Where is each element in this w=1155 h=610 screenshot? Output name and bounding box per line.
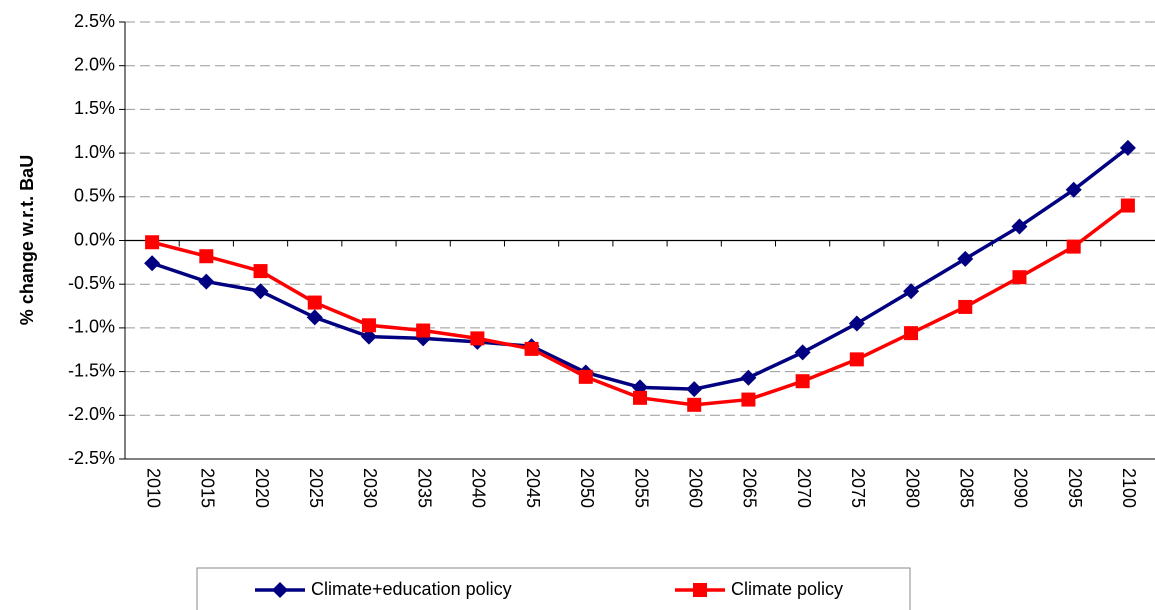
square-marker (958, 299, 973, 314)
x-tick-label: 2015 (198, 468, 218, 508)
y-tick-label: -2.0% (68, 404, 115, 424)
x-tick-label: 2045 (523, 468, 543, 508)
x-tick-label: 2100 (1119, 468, 1139, 508)
y-axis-label: % change w.r.t. BaU (17, 155, 37, 325)
square-marker (524, 341, 539, 356)
x-tick-label: 2070 (794, 468, 814, 508)
x-tick-label: 2055 (631, 468, 651, 508)
legend-box (196, 567, 911, 610)
y-tick-label: -1.0% (68, 317, 115, 337)
y-tick-label: -2.5% (68, 448, 115, 468)
x-tick-label: 2050 (577, 468, 597, 508)
diamond-marker (252, 283, 269, 300)
x-tick-label: 2095 (1065, 468, 1085, 508)
legend-label: Climate policy (731, 579, 843, 599)
square-marker (795, 374, 810, 389)
x-tick-label: 2010 (143, 468, 163, 508)
diamond-marker (198, 273, 215, 290)
x-tick-label: 2040 (469, 468, 489, 508)
square-marker (904, 326, 919, 341)
x-tick-label: 2025 (306, 468, 326, 508)
diamond-marker (1119, 139, 1136, 156)
y-tick-label: 0.5% (74, 186, 115, 206)
x-tick-label: 2030 (360, 468, 380, 508)
y-tick-label: 1.0% (74, 142, 115, 162)
diamond-marker (272, 582, 288, 598)
square-marker (307, 295, 322, 310)
y-tick-label: 0.0% (74, 229, 115, 249)
square-marker (1066, 239, 1081, 254)
diamond-marker (144, 255, 161, 272)
x-tick-label: 2020 (252, 468, 272, 508)
diamond-marker (360, 328, 377, 345)
diamond-marker (740, 369, 757, 386)
diamond-marker (957, 250, 974, 267)
x-tick-label: 2080 (902, 468, 922, 508)
y-tick-label: -0.5% (68, 273, 115, 293)
diamond-marker (1065, 181, 1082, 198)
x-tick-label: 2075 (848, 468, 868, 508)
square-marker (849, 352, 864, 367)
square-marker (1120, 198, 1135, 213)
square-marker (361, 318, 376, 333)
diamond-marker (794, 344, 811, 361)
diamond-marker (903, 283, 920, 300)
y-tick-label: 1.5% (74, 98, 115, 118)
diamond-marker (1011, 218, 1028, 235)
x-tick-label: 2035 (414, 468, 434, 508)
x-tick-label: 2065 (740, 468, 760, 508)
legend-label: Climate+education policy (311, 579, 512, 599)
square-marker (578, 369, 593, 384)
square-marker (741, 392, 756, 407)
x-tick-label: 2085 (957, 468, 977, 508)
square-marker (416, 323, 431, 338)
square-marker (687, 397, 702, 412)
square-marker (1012, 270, 1027, 285)
x-tick-label: 2060 (685, 468, 705, 508)
diamond-marker (848, 315, 865, 332)
square-marker (633, 390, 647, 405)
square-marker (145, 235, 160, 250)
series-line (151, 204, 1129, 407)
square-marker (199, 249, 214, 264)
y-tick-label: -1.5% (68, 360, 115, 380)
square-marker (470, 331, 485, 346)
x-tick-label: 2090 (1011, 468, 1031, 508)
square-marker (693, 583, 707, 597)
y-tick-label: 2.0% (74, 54, 115, 74)
y-tick-label: 2.5% (74, 11, 115, 31)
diamond-marker (686, 381, 703, 398)
square-marker (253, 264, 268, 279)
series-line (151, 146, 1129, 391)
diamond-marker (306, 309, 323, 326)
